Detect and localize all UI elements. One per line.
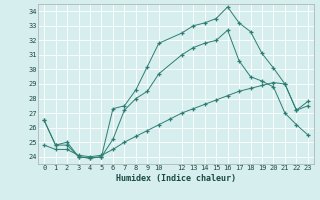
X-axis label: Humidex (Indice chaleur): Humidex (Indice chaleur) bbox=[116, 174, 236, 183]
